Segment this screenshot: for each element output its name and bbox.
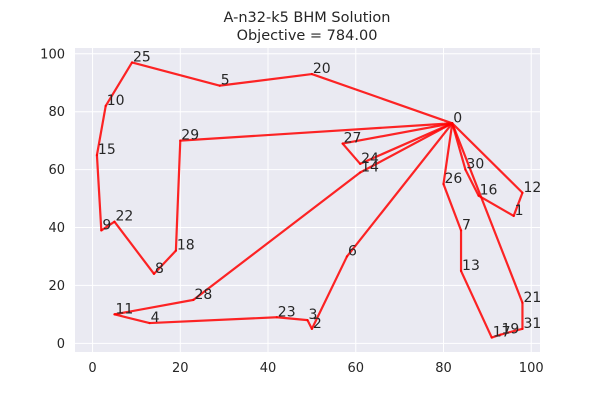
route-segment (179, 122, 454, 142)
route-segment (218, 72, 313, 87)
node-label: 22 (115, 209, 133, 225)
chart-title: A-n32-k5 BHM Solution (224, 10, 391, 26)
x-tick-label: 60 (347, 361, 364, 376)
node-label: 0 (453, 110, 462, 126)
node-label: 23 (278, 304, 296, 320)
node-label: 29 (181, 128, 199, 144)
x-tick-label: 80 (435, 361, 452, 376)
y-tick-label: 100 (40, 47, 65, 62)
route-segment (451, 122, 524, 194)
route-segment (148, 316, 278, 325)
node-label: 13 (462, 258, 480, 274)
node-label: 10 (107, 93, 125, 109)
node-label: 2 (313, 316, 322, 332)
route-segment (174, 139, 182, 252)
node-labels: 0123456789101112131415161718192021222324… (98, 49, 541, 340)
node-label: 21 (523, 290, 541, 306)
node-label: 26 (444, 171, 462, 187)
route-segment (341, 142, 362, 165)
route-segment (192, 171, 362, 301)
x-tick-label: 20 (172, 361, 189, 376)
node-label: 1 (515, 203, 524, 219)
node-label: 15 (98, 142, 116, 158)
node-label: 3 (309, 307, 318, 323)
route-segment (310, 255, 349, 330)
node-label: 20 (313, 61, 331, 77)
node-label: 30 (466, 157, 484, 173)
route-segment (113, 298, 195, 316)
x-tick-label: 0 (88, 361, 96, 376)
route-segment (442, 122, 454, 186)
node-label: 18 (177, 238, 195, 254)
node-label: 11 (115, 301, 133, 317)
route-segment (464, 168, 480, 197)
route-segment (104, 61, 134, 108)
route-segment (152, 249, 177, 275)
route-segment (95, 104, 107, 157)
route-lines (95, 61, 524, 339)
y-tick-label: 80 (48, 105, 65, 120)
node-label: 12 (523, 180, 541, 196)
y-tick-label: 60 (48, 163, 65, 178)
route-segment (130, 61, 221, 87)
route-segment (310, 72, 454, 125)
node-label: 6 (348, 243, 357, 259)
node-label: 24 (361, 151, 379, 167)
route-segment (359, 122, 454, 174)
route-segment (113, 220, 156, 275)
node-label: 14 (361, 159, 379, 175)
route-segment (95, 154, 103, 232)
node-label: 19 (502, 322, 520, 338)
y-tick-label: 20 (48, 279, 65, 294)
node-label: 9 (102, 217, 111, 233)
node-label: 31 (523, 316, 541, 332)
route-segment (451, 122, 467, 171)
chart-subtitle: Objective = 784.00 (237, 28, 378, 44)
y-tick-label: 40 (48, 221, 65, 236)
route-segment (442, 182, 463, 232)
route-segment (100, 220, 116, 232)
route-segment (345, 122, 454, 258)
route-segment (306, 319, 313, 330)
y-axis-ticks: 0 20 40 60 80 100 (40, 47, 65, 352)
node-label: 28 (194, 287, 212, 303)
route-segment (359, 122, 454, 165)
node-label: 4 (151, 310, 160, 326)
grid-lines (75, 48, 540, 352)
route-segment (477, 194, 515, 218)
node-label: 5 (221, 73, 230, 89)
route-segment (512, 191, 524, 218)
route-segment (275, 316, 309, 322)
node-label: 7 (462, 217, 471, 233)
route-segment (113, 313, 151, 325)
node-label: 17 (493, 325, 511, 341)
route-segment (341, 122, 454, 145)
route-segment (490, 333, 502, 339)
x-axis-ticks: 0 20 40 60 80 100 (88, 361, 543, 376)
x-tick-label: 100 (519, 361, 544, 376)
x-tick-label: 40 (260, 361, 277, 376)
node-label: 27 (344, 131, 362, 147)
route-segment (459, 269, 493, 339)
route-segment (451, 122, 524, 304)
plot-area (75, 48, 540, 352)
node-label: 25 (133, 49, 151, 65)
node-label: 16 (480, 183, 498, 199)
node-label: 8 (155, 261, 164, 277)
route-segment (499, 327, 524, 336)
y-tick-label: 0 (57, 337, 65, 352)
